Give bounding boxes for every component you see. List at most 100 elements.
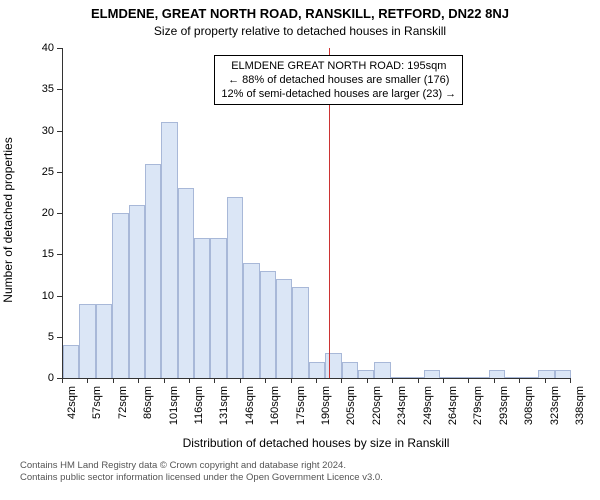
annotation-line-2: ← 88% of detached houses are smaller (17…	[228, 74, 449, 86]
histogram-bar	[538, 370, 554, 378]
y-tick-mark	[57, 213, 62, 214]
chart-container: ELMDENE, GREAT NORTH ROAD, RANSKILL, RET…	[0, 0, 600, 500]
histogram-bar	[374, 362, 390, 379]
x-tick-mark	[341, 378, 342, 383]
histogram-bar	[112, 213, 128, 378]
x-tick-label: 308sqm	[523, 386, 535, 436]
x-tick-label: 131sqm	[218, 386, 230, 436]
x-tick-label: 220sqm	[371, 386, 383, 436]
y-axis-label: Number of detached properties	[1, 120, 15, 320]
histogram-bar	[276, 279, 292, 378]
x-tick-label: 234sqm	[396, 386, 408, 436]
histogram-bar	[194, 238, 210, 378]
annotation-line-1: ELMDENE GREAT NORTH ROAD: 195sqm	[231, 60, 446, 72]
x-tick-mark	[138, 378, 139, 383]
x-tick-mark	[418, 378, 419, 383]
x-tick-mark	[265, 378, 266, 383]
histogram-bar	[473, 377, 489, 378]
y-tick-label: 35	[24, 83, 54, 95]
x-tick-mark	[392, 378, 393, 383]
histogram-bar	[161, 122, 177, 378]
x-tick-mark	[291, 378, 292, 383]
histogram-bar	[178, 188, 194, 378]
x-tick-mark	[87, 378, 88, 383]
histogram-bar	[456, 377, 472, 378]
x-tick-mark	[189, 378, 190, 383]
chart-title: ELMDENE, GREAT NORTH ROAD, RANSKILL, RET…	[0, 6, 600, 21]
histogram-bar	[342, 362, 358, 379]
x-tick-label: 57sqm	[91, 386, 103, 436]
y-tick-label: 30	[24, 125, 54, 137]
histogram-bar	[96, 304, 112, 378]
y-tick-label: 25	[24, 166, 54, 178]
y-tick-mark	[57, 296, 62, 297]
x-tick-label: 175sqm	[295, 386, 307, 436]
histogram-bar	[424, 370, 440, 378]
histogram-bar	[555, 370, 571, 378]
y-tick-mark	[57, 131, 62, 132]
y-tick-mark	[57, 337, 62, 338]
x-tick-mark	[113, 378, 114, 383]
x-tick-mark	[545, 378, 546, 383]
histogram-bar	[227, 197, 243, 379]
histogram-bar	[129, 205, 145, 378]
y-tick-mark	[57, 48, 62, 49]
y-tick-label: 10	[24, 290, 54, 302]
x-tick-mark	[367, 378, 368, 383]
x-tick-mark	[519, 378, 520, 383]
x-tick-label: 146sqm	[244, 386, 256, 436]
x-tick-label: 116sqm	[193, 386, 205, 436]
x-tick-label: 72sqm	[117, 386, 129, 436]
x-axis-label: Distribution of detached houses by size …	[62, 436, 570, 450]
footer-text: Contains HM Land Registry data © Crown c…	[20, 460, 383, 485]
x-tick-label: 86sqm	[142, 386, 154, 436]
histogram-bar	[309, 362, 325, 379]
footer-line-2: Contains public sector information licen…	[20, 472, 383, 483]
histogram-bar	[358, 370, 374, 378]
y-tick-label: 40	[24, 42, 54, 54]
annotation-line-3: 12% of semi-detached houses are larger (…	[221, 88, 456, 100]
x-tick-mark	[443, 378, 444, 383]
y-tick-label: 15	[24, 248, 54, 260]
x-tick-label: 205sqm	[345, 386, 357, 436]
y-tick-mark	[57, 89, 62, 90]
histogram-bar	[391, 377, 407, 378]
x-tick-mark	[570, 378, 571, 383]
histogram-bar	[407, 377, 423, 378]
x-tick-mark	[494, 378, 495, 383]
x-tick-label: 160sqm	[269, 386, 281, 436]
x-tick-label: 101sqm	[168, 386, 180, 436]
histogram-bar	[522, 377, 538, 378]
chart-subtitle: Size of property relative to detached ho…	[0, 24, 600, 38]
histogram-bar	[145, 164, 161, 379]
annotation-box: ELMDENE GREAT NORTH ROAD: 195sqm ← 88% of…	[214, 55, 463, 106]
histogram-bar	[489, 370, 505, 378]
x-tick-label: 293sqm	[498, 386, 510, 436]
y-tick-label: 5	[24, 331, 54, 343]
histogram-bar	[243, 263, 259, 379]
histogram-bar	[260, 271, 276, 378]
y-tick-mark	[57, 254, 62, 255]
histogram-bar	[63, 345, 79, 378]
x-tick-label: 264sqm	[447, 386, 459, 436]
histogram-bar	[292, 287, 308, 378]
histogram-bar	[325, 353, 341, 378]
x-tick-mark	[468, 378, 469, 383]
histogram-bar	[79, 304, 95, 378]
x-tick-label: 279sqm	[472, 386, 484, 436]
y-tick-label: 20	[24, 207, 54, 219]
x-tick-mark	[164, 378, 165, 383]
y-tick-label: 0	[24, 372, 54, 384]
histogram-bar	[210, 238, 226, 378]
x-tick-label: 338sqm	[574, 386, 586, 436]
footer-line-1: Contains HM Land Registry data © Crown c…	[20, 460, 346, 471]
y-tick-mark	[57, 172, 62, 173]
x-tick-mark	[316, 378, 317, 383]
x-tick-mark	[240, 378, 241, 383]
x-tick-mark	[62, 378, 63, 383]
x-tick-label: 42sqm	[66, 386, 78, 436]
x-tick-label: 190sqm	[320, 386, 332, 436]
x-tick-mark	[214, 378, 215, 383]
x-tick-label: 249sqm	[422, 386, 434, 436]
x-tick-label: 323sqm	[549, 386, 561, 436]
